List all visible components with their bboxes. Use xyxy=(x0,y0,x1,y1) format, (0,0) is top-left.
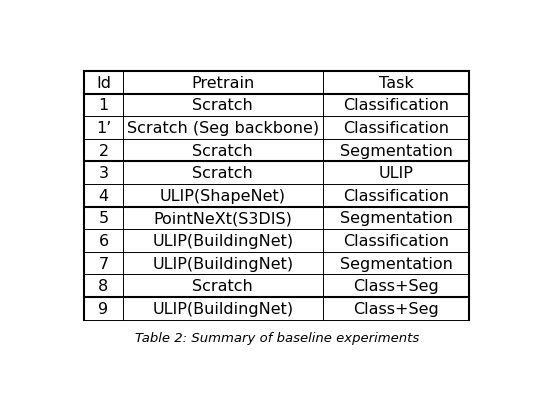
Text: Segmentation: Segmentation xyxy=(340,143,453,158)
Text: Class+Seg: Class+Seg xyxy=(353,301,439,316)
Text: Scratch (Seg backbone): Scratch (Seg backbone) xyxy=(127,121,319,136)
Text: Class+Seg: Class+Seg xyxy=(353,278,439,294)
Text: Id: Id xyxy=(96,76,111,90)
Text: 2: 2 xyxy=(98,143,109,158)
Text: Classification: Classification xyxy=(343,121,449,136)
Text: Scratch: Scratch xyxy=(192,278,253,294)
Text: Segmentation: Segmentation xyxy=(340,211,453,226)
Text: Segmentation: Segmentation xyxy=(340,256,453,271)
Text: Classification: Classification xyxy=(343,98,449,113)
Text: 3: 3 xyxy=(98,166,109,181)
Text: Classification: Classification xyxy=(343,233,449,249)
Text: Table 2: Summary of baseline experiments: Table 2: Summary of baseline experiments xyxy=(134,331,419,344)
Text: 8: 8 xyxy=(98,278,109,294)
Text: 5: 5 xyxy=(98,211,109,226)
Text: ULIP(BuildingNet): ULIP(BuildingNet) xyxy=(152,256,293,271)
Text: ULIP: ULIP xyxy=(379,166,414,181)
Text: Scratch: Scratch xyxy=(192,143,253,158)
Text: PointNeXt(S3DIS): PointNeXt(S3DIS) xyxy=(153,211,292,226)
Text: Scratch: Scratch xyxy=(192,98,253,113)
Text: 6: 6 xyxy=(98,233,109,249)
Text: 1: 1 xyxy=(98,98,109,113)
Text: Scratch: Scratch xyxy=(192,166,253,181)
Text: Classification: Classification xyxy=(343,188,449,203)
Text: Pretrain: Pretrain xyxy=(191,76,254,90)
Text: 9: 9 xyxy=(98,301,109,316)
Text: 1’: 1’ xyxy=(96,121,111,136)
Text: ULIP(ShapeNet): ULIP(ShapeNet) xyxy=(160,188,286,203)
Text: 7: 7 xyxy=(98,256,109,271)
Text: 4: 4 xyxy=(98,188,109,203)
Text: Task: Task xyxy=(379,76,414,90)
Text: ULIP(BuildingNet): ULIP(BuildingNet) xyxy=(152,301,293,316)
Text: ULIP(BuildingNet): ULIP(BuildingNet) xyxy=(152,233,293,249)
